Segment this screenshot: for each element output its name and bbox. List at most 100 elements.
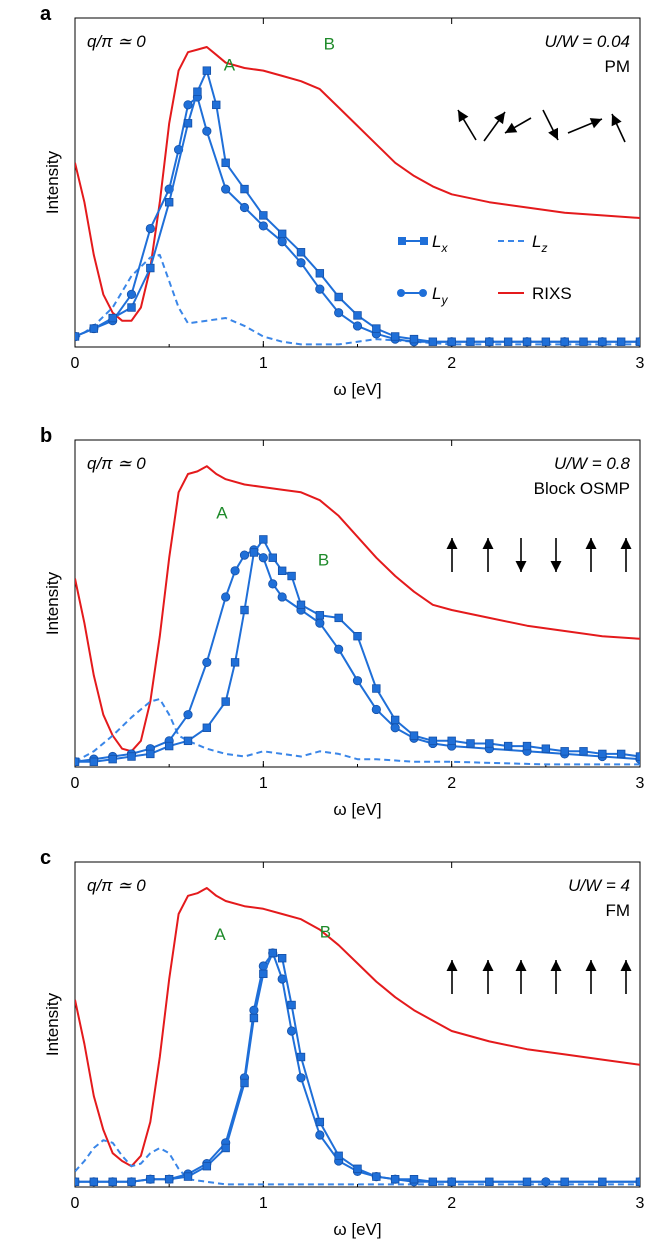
series-group [75,46,640,347]
legend-Lx-label: Lx [432,232,448,255]
plot-frame [74,861,641,1188]
spin-arrow-2-head [505,122,518,133]
series-Lx-marker [616,337,626,346]
series-Lx-marker [353,1164,362,1173]
series-Ly-marker [239,202,250,213]
phase-label: Block OSMP [534,479,630,498]
spin-arrow-1-head [482,960,494,971]
series-Lx-marker [522,1177,532,1186]
series-Lx-marker [108,754,117,764]
series-Lx-marker [372,684,381,693]
series-Lx-marker [89,324,99,333]
series-RIXS-line [75,887,640,1168]
series-Lx-marker [522,337,532,346]
panel-a: a 0 1 2 3 ω [eV] Intensity q/π ≃ 0 U/W = 0.04 PM A… [40,3,645,399]
param-label: U/W = 4 [568,876,630,895]
series-Ly-marker [239,550,250,560]
series-Lx-marker [164,1175,174,1184]
series-Ly-marker [230,566,240,576]
series-Lx-marker [221,158,230,167]
legend-RIXS-label: RIXS [532,284,572,303]
series-Lx-marker [221,1143,230,1153]
series-Lx-marker [75,757,80,766]
spin-arrow-5-head [620,538,632,549]
series-Lx-marker [428,736,438,746]
peak-label-A: A [224,56,236,75]
series-Lx-marker [164,741,174,751]
series-Lx-marker [75,332,80,341]
series-Lx-marker [249,1013,259,1023]
series-Lx-marker [259,969,268,978]
series-Lx-marker [146,749,155,759]
series-Lx-marker [268,948,277,958]
series-Lx-marker [353,311,362,320]
param-label: U/W = 0.8 [554,454,631,473]
series-Lx-marker [146,263,155,273]
series-Lx-marker [315,269,325,278]
series-Lx-marker [108,1177,117,1186]
spin-arrow-2-head [515,561,527,572]
legend-Ly-marker [397,289,405,297]
series-Lx-marker [428,1177,438,1186]
series-Ly-marker [258,221,268,231]
series-Lx-marker [522,741,532,751]
series-Lx-marker [466,739,475,748]
spin-arrow-3-head [550,561,562,572]
series-Lx-marker [541,337,551,346]
series-Lx-marker [287,1000,296,1010]
series-Lx-marker [183,1172,193,1181]
x-tick-label: 3 [636,775,645,792]
legend-Lx-sub: x [440,241,448,255]
series-Lx-marker [334,1151,343,1160]
series-Lx-marker [183,119,193,128]
x-tick-label: 2 [447,1195,456,1212]
series-Lx-marker [296,1052,306,1062]
series-Ly-marker [183,710,193,720]
panel-letter: b [40,425,52,447]
spin-arrow-3-head [548,127,558,140]
series-Lx-marker [277,954,287,963]
x-tick-label: 1 [259,355,268,372]
series-Lx-marker [560,337,569,346]
x-tick-label: 0 [71,1195,80,1212]
spin-arrow-4-head [585,960,597,971]
series-Ly-marker [286,1026,297,1036]
momentum-label: q/π ≃ 0 [87,32,146,51]
series-RIXS-line [75,46,640,322]
series-Lx-line [75,538,640,763]
series-Ly-marker [352,676,363,686]
legend-Ly-marker [419,289,427,297]
series-Lz-line [75,1139,640,1186]
series-Lx-marker [447,736,456,746]
series-Lx-marker [259,535,268,544]
series-Lx-marker [202,723,212,732]
series-Lx-marker [277,229,287,239]
series-Lx-marker [221,697,230,706]
legend-Ly-label: Ly [432,284,448,307]
x-tick-label: 3 [636,355,645,372]
series-Lx-marker [390,1175,400,1184]
series-Lx-marker [146,1175,155,1184]
series-Lx-marker [635,752,640,761]
spin-arrow-3-head [550,960,562,971]
series-Lx-marker [390,715,400,725]
series-Lx-marker [372,324,381,333]
series-Ly-marker [371,704,381,715]
x-tick-label: 2 [447,355,456,372]
series-Lx-marker [230,658,240,667]
series-Lx-marker [541,744,551,753]
legend-Lx-marker [420,237,428,245]
series-Lx-marker [89,1177,99,1186]
series-Ly-marker [221,592,231,602]
series-Lx-marker [334,613,343,623]
series-Lx-marker [240,1078,249,1088]
series-Ly-marker [296,1073,306,1083]
series-Lx-marker [259,211,268,220]
param-label: U/W = 0.04 [544,32,630,51]
series-Ly-marker [352,321,363,331]
legend-Lx-marker [398,237,406,245]
series-group [75,465,640,767]
y-axis-label: Intensity [43,571,62,635]
peak-label-B: B [320,922,331,941]
panel-letter: c [40,847,51,869]
